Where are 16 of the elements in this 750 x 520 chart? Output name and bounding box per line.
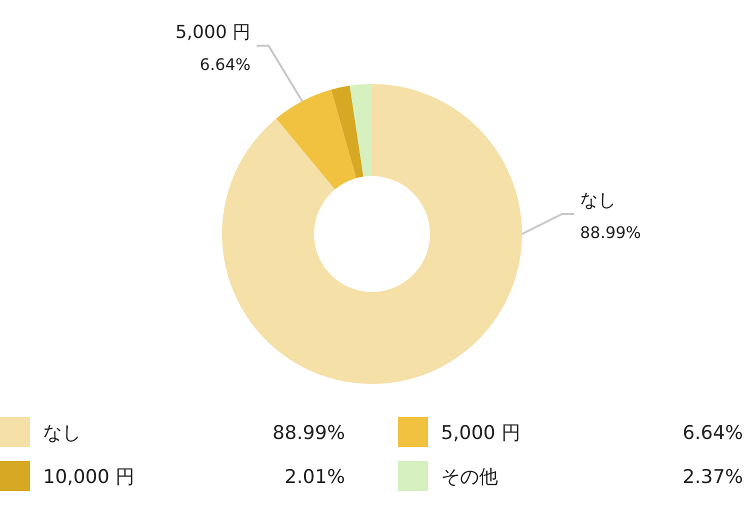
legend-label: なし — [43, 422, 81, 444]
donut-slice — [222, 84, 522, 384]
data-label: 88.99% — [580, 223, 642, 242]
legend-label: その他 — [441, 466, 498, 488]
donut-slice — [350, 84, 372, 177]
legend-label: 5,000 円 — [441, 422, 520, 444]
donut-slice — [276, 90, 356, 190]
donut-slice — [331, 86, 364, 178]
data-label: 6.64% — [200, 54, 251, 74]
slice-label: なし — [580, 190, 616, 211]
slice-label: 5,000 円 — [175, 22, 251, 43]
legend-label: 10,000 円 — [43, 466, 135, 488]
data-label: 2.37% — [682, 466, 743, 488]
text: 6.64% — [682, 422, 743, 444]
data-label: 2.01% — [284, 466, 345, 488]
text: 88.99% — [272, 422, 345, 444]
